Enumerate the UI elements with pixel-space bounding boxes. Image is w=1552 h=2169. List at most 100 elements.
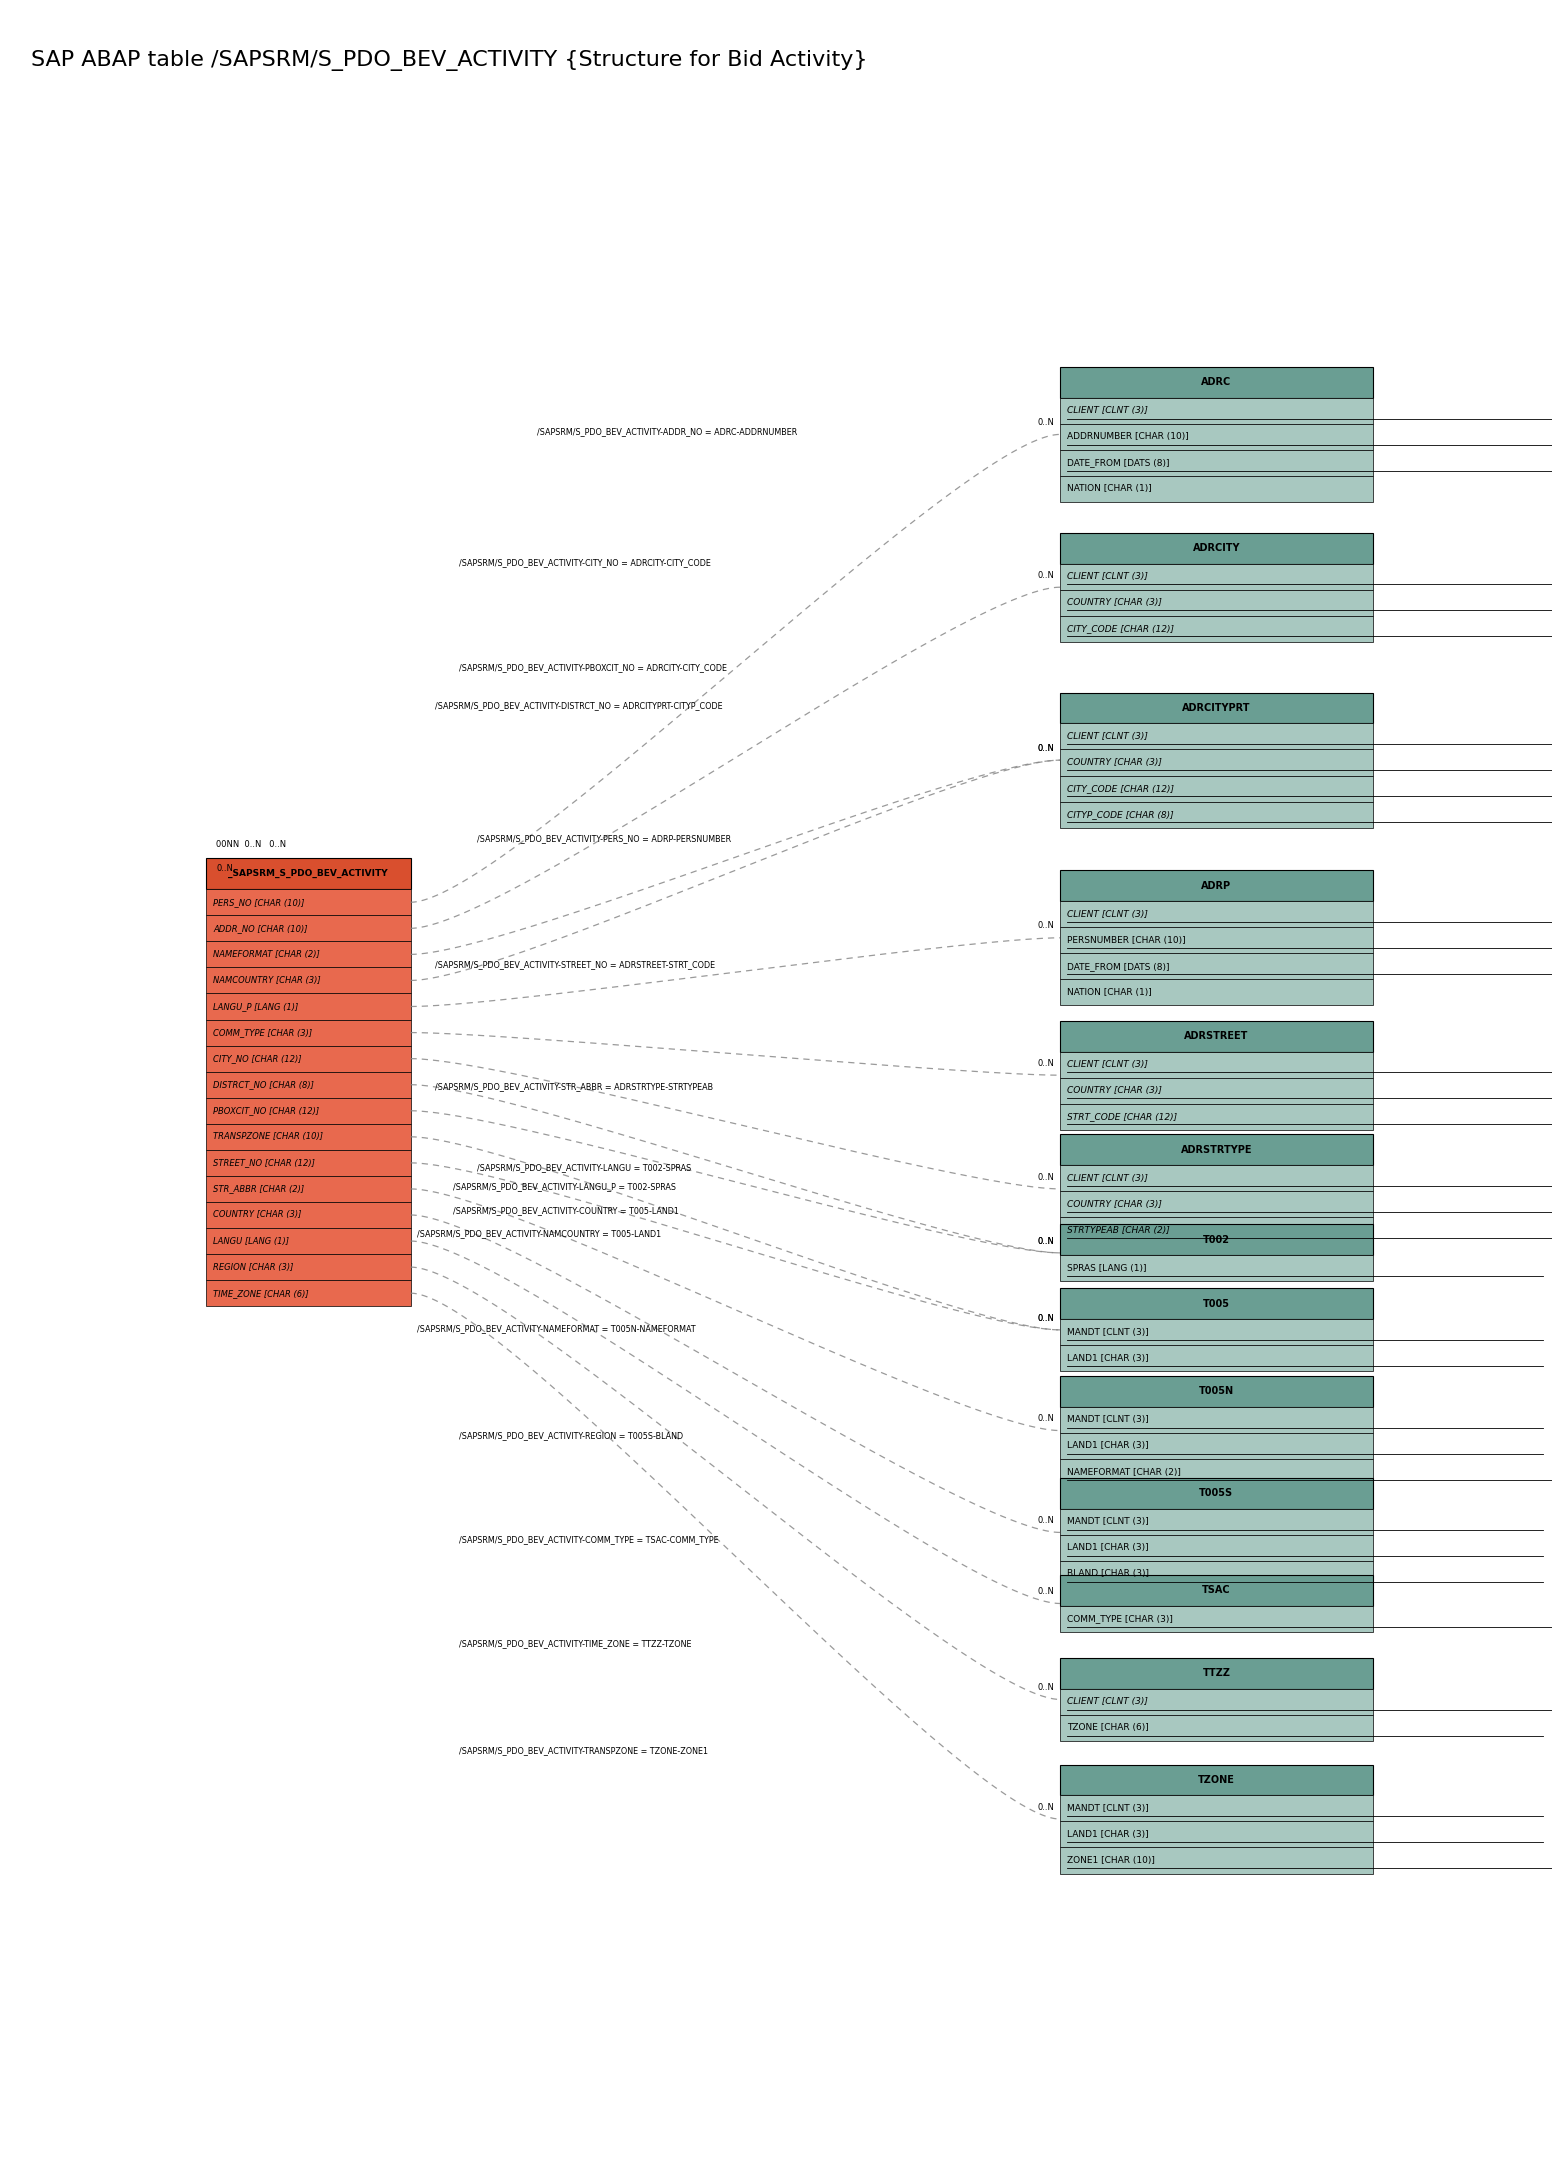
Text: COUNTRY [CHAR (3)]: COUNTRY [CHAR (3)] [1068, 1087, 1162, 1095]
Text: 0..N: 0..N [1037, 1314, 1054, 1323]
FancyBboxPatch shape [1060, 1191, 1372, 1217]
FancyBboxPatch shape [1060, 1434, 1372, 1460]
Text: /SAPSRM/S_PDO_BEV_ACTIVITY-NAMEFORMAT = T005N-NAMEFORMAT: /SAPSRM/S_PDO_BEV_ACTIVITY-NAMEFORMAT = … [416, 1325, 695, 1334]
Text: PBOXCIT_NO [CHAR (12)]: PBOXCIT_NO [CHAR (12)] [213, 1106, 320, 1115]
FancyBboxPatch shape [1060, 1078, 1372, 1104]
Text: 0..N: 0..N [1037, 1314, 1054, 1323]
FancyBboxPatch shape [206, 1071, 410, 1098]
FancyBboxPatch shape [206, 1228, 410, 1254]
FancyBboxPatch shape [1060, 900, 1372, 926]
FancyBboxPatch shape [1060, 590, 1372, 616]
FancyBboxPatch shape [206, 1098, 410, 1124]
Text: /SAPSRM/S_PDO_BEV_ACTIVITY-STREET_NO = ADRSTREET-STRT_CODE: /SAPSRM/S_PDO_BEV_ACTIVITY-STREET_NO = A… [435, 961, 714, 970]
Text: BLAND [CHAR (3)]: BLAND [CHAR (3)] [1068, 1570, 1148, 1579]
FancyBboxPatch shape [206, 941, 410, 967]
FancyBboxPatch shape [1060, 1562, 1372, 1588]
Text: STRTYPEAB [CHAR (2)]: STRTYPEAB [CHAR (2)] [1068, 1225, 1170, 1234]
FancyBboxPatch shape [1060, 724, 1372, 750]
Text: TTZZ: TTZZ [1203, 1668, 1231, 1679]
Text: 0..N: 0..N [1037, 1173, 1054, 1182]
FancyBboxPatch shape [206, 1019, 410, 1045]
FancyBboxPatch shape [1060, 423, 1372, 449]
Text: DISTRCT_NO [CHAR (8)]: DISTRCT_NO [CHAR (8)] [213, 1080, 314, 1089]
Text: LANGU_P [LANG (1)]: LANGU_P [LANG (1)] [213, 1002, 298, 1011]
FancyBboxPatch shape [206, 1124, 410, 1150]
Text: NATION [CHAR (1)]: NATION [CHAR (1)] [1068, 987, 1152, 998]
Text: 0..N: 0..N [1037, 1516, 1054, 1525]
Text: /SAPSRM/S_PDO_BEV_ACTIVITY-ADDR_NO = ADRC-ADDRNUMBER: /SAPSRM/S_PDO_BEV_ACTIVITY-ADDR_NO = ADR… [537, 427, 798, 436]
Text: ADRSTRTYPE: ADRSTRTYPE [1181, 1145, 1252, 1154]
Text: NAMEFORMAT [CHAR (2)]: NAMEFORMAT [CHAR (2)] [1068, 1468, 1181, 1477]
Text: ZONE1 [CHAR (10)]: ZONE1 [CHAR (10)] [1068, 1857, 1155, 1865]
FancyBboxPatch shape [1060, 1022, 1372, 1052]
FancyBboxPatch shape [1060, 397, 1372, 423]
FancyBboxPatch shape [206, 859, 410, 889]
FancyBboxPatch shape [1060, 1822, 1372, 1848]
Text: REGION [CHAR (3)]: REGION [CHAR (3)] [213, 1262, 293, 1271]
Text: /SAPSRM/S_PDO_BEV_ACTIVITY-PBOXCIT_NO = ADRCITY-CITY_CODE: /SAPSRM/S_PDO_BEV_ACTIVITY-PBOXCIT_NO = … [459, 664, 726, 672]
Text: COUNTRY [CHAR (3)]: COUNTRY [CHAR (3)] [213, 1210, 301, 1219]
FancyBboxPatch shape [1060, 1716, 1372, 1742]
Text: NATION [CHAR (1)]: NATION [CHAR (1)] [1068, 484, 1152, 492]
FancyBboxPatch shape [1060, 367, 1372, 397]
Text: 0..N: 0..N [1037, 744, 1054, 753]
Text: LAND1 [CHAR (3)]: LAND1 [CHAR (3)] [1068, 1353, 1148, 1362]
FancyBboxPatch shape [1060, 926, 1372, 952]
Text: 0..N: 0..N [1037, 1683, 1054, 1692]
Text: 0..N: 0..N [1037, 1588, 1054, 1596]
Text: DATE_FROM [DATS (8)]: DATE_FROM [DATS (8)] [1068, 961, 1170, 972]
FancyBboxPatch shape [1060, 777, 1372, 803]
Text: COMM_TYPE [CHAR (3)]: COMM_TYPE [CHAR (3)] [1068, 1614, 1173, 1622]
Text: DATE_FROM [DATS (8)]: DATE_FROM [DATS (8)] [1068, 458, 1170, 466]
FancyBboxPatch shape [1060, 1134, 1372, 1165]
FancyBboxPatch shape [1060, 1657, 1372, 1690]
FancyBboxPatch shape [1060, 1408, 1372, 1434]
FancyBboxPatch shape [206, 1150, 410, 1176]
Text: SAP ABAP table /SAPSRM/S_PDO_BEV_ACTIVITY {Structure for Bid Activity}: SAP ABAP table /SAPSRM/S_PDO_BEV_ACTIVIT… [31, 50, 868, 72]
FancyBboxPatch shape [1060, 1766, 1372, 1796]
Text: CLIENT [CLNT (3)]: CLIENT [CLNT (3)] [1068, 1061, 1148, 1069]
FancyBboxPatch shape [1060, 1165, 1372, 1191]
FancyBboxPatch shape [1060, 1225, 1372, 1256]
Text: TZONE [CHAR (6)]: TZONE [CHAR (6)] [1068, 1724, 1148, 1733]
Text: COUNTRY [CHAR (3)]: COUNTRY [CHAR (3)] [1068, 599, 1162, 607]
Text: 0..N: 0..N [1037, 922, 1054, 931]
FancyBboxPatch shape [1060, 1477, 1372, 1510]
Text: /SAPSRM/S_PDO_BEV_ACTIVITY-STR_ABBR = ADRSTRTYPE-STRTYPEAB: /SAPSRM/S_PDO_BEV_ACTIVITY-STR_ABBR = AD… [435, 1082, 712, 1091]
FancyBboxPatch shape [1060, 1796, 1372, 1822]
Text: /SAPSRM/S_PDO_BEV_ACTIVITY-DISTRCT_NO = ADRCITYPRT-CITYP_CODE: /SAPSRM/S_PDO_BEV_ACTIVITY-DISTRCT_NO = … [435, 701, 722, 709]
Text: MANDT [CLNT (3)]: MANDT [CLNT (3)] [1068, 1416, 1148, 1425]
Text: MANDT [CLNT (3)]: MANDT [CLNT (3)] [1068, 1518, 1148, 1527]
FancyBboxPatch shape [1060, 534, 1372, 564]
FancyBboxPatch shape [206, 993, 410, 1019]
Text: COMM_TYPE [CHAR (3)]: COMM_TYPE [CHAR (3)] [213, 1028, 312, 1037]
FancyBboxPatch shape [206, 1280, 410, 1306]
Text: CLIENT [CLNT (3)]: CLIENT [CLNT (3)] [1068, 573, 1148, 581]
FancyBboxPatch shape [1060, 978, 1372, 1004]
Text: T005N: T005N [1198, 1386, 1234, 1397]
Text: /SAPSRM/S_PDO_BEV_ACTIVITY-TIME_ZONE = TTZZ-TZONE: /SAPSRM/S_PDO_BEV_ACTIVITY-TIME_ZONE = T… [459, 1640, 691, 1648]
Text: PERSNUMBER [CHAR (10)]: PERSNUMBER [CHAR (10)] [1068, 935, 1186, 946]
FancyBboxPatch shape [1060, 1104, 1372, 1130]
Text: TZONE: TZONE [1198, 1774, 1235, 1785]
FancyBboxPatch shape [1060, 1510, 1372, 1536]
Text: 0..N: 0..N [1037, 1414, 1054, 1423]
FancyBboxPatch shape [1060, 1217, 1372, 1243]
Text: CITY_NO [CHAR (12)]: CITY_NO [CHAR (12)] [213, 1054, 301, 1063]
Text: COUNTRY [CHAR (3)]: COUNTRY [CHAR (3)] [1068, 1199, 1162, 1208]
Text: T005: T005 [1203, 1299, 1229, 1308]
Text: MANDT [CLNT (3)]: MANDT [CLNT (3)] [1068, 1327, 1148, 1336]
FancyBboxPatch shape [1060, 1536, 1372, 1562]
Text: /SAPSRM/S_PDO_BEV_ACTIVITY-NAMCOUNTRY = T005-LAND1: /SAPSRM/S_PDO_BEV_ACTIVITY-NAMCOUNTRY = … [416, 1230, 661, 1238]
Text: STR_ABBR [CHAR (2)]: STR_ABBR [CHAR (2)] [213, 1184, 304, 1193]
Text: 0..N: 0..N [1037, 1802, 1054, 1811]
FancyBboxPatch shape [206, 1254, 410, 1280]
FancyBboxPatch shape [1060, 616, 1372, 642]
FancyBboxPatch shape [1060, 475, 1372, 501]
Text: TSAC: TSAC [1203, 1586, 1231, 1596]
FancyBboxPatch shape [1060, 1319, 1372, 1345]
FancyBboxPatch shape [1060, 1848, 1372, 1874]
Text: ADDRNUMBER [CHAR (10)]: ADDRNUMBER [CHAR (10)] [1068, 432, 1189, 440]
FancyBboxPatch shape [206, 889, 410, 915]
FancyBboxPatch shape [206, 915, 410, 941]
